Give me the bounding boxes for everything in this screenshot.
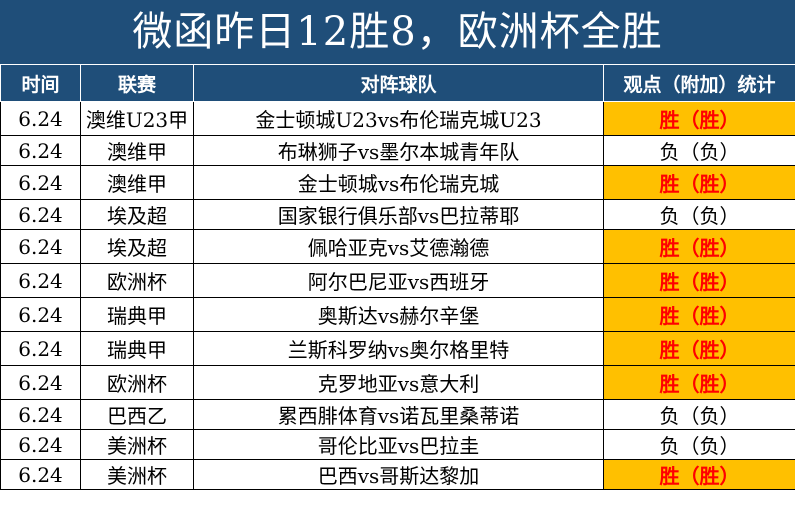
cell-time: 6.24 [0, 331, 81, 366]
cell-time: 6.24 [0, 229, 81, 264]
cell-match: 佩哈亚克vs艾德瀚德 [193, 229, 604, 264]
page-title: 微函昨日12胜8，欧洲杯全胜 [0, 0, 795, 64]
cell-time: 6.24 [0, 165, 81, 200]
cell-match: 金士顿城U23vs布伦瑞克城U23 [193, 101, 604, 136]
cell-result: 胜（胜） [603, 365, 795, 400]
cell-league: 美洲杯 [80, 429, 194, 460]
header-row: 时间 联赛 对阵球队 观点（附加）统计 [0, 64, 795, 102]
cell-league: 欧洲杯 [80, 263, 194, 298]
cell-result: 胜（胜） [603, 229, 795, 264]
cell-league: 欧洲杯 [80, 365, 194, 400]
cell-time: 6.24 [0, 459, 81, 490]
cell-time: 6.24 [0, 399, 81, 430]
cell-result: 胜（胜） [603, 459, 795, 490]
cell-result: 胜（胜） [603, 297, 795, 332]
table-row: 6.24 澳维甲 金士顿城vs布伦瑞克城 胜（胜） [0, 165, 795, 200]
header-time: 时间 [0, 64, 81, 102]
cell-time: 6.24 [0, 365, 81, 400]
cell-match: 哥伦比亚vs巴拉圭 [193, 429, 604, 460]
cell-match: 巴西vs哥斯达黎加 [193, 459, 604, 490]
table-row: 6.24 埃及超 佩哈亚克vs艾德瀚德 胜（胜） [0, 229, 795, 264]
header-result: 观点（附加）统计 [603, 64, 795, 102]
header-league: 联赛 [80, 64, 194, 102]
table-row: 6.24 美洲杯 哥伦比亚vs巴拉圭 负（负） [0, 429, 795, 460]
cell-result: 负（负） [603, 199, 795, 230]
table-row: 6.24 澳维U23甲 金士顿城U23vs布伦瑞克城U23 胜（胜） [0, 101, 795, 136]
table-row: 6.24 欧洲杯 克罗地亚vs意大利 胜（胜） [0, 365, 795, 400]
cell-league: 埃及超 [80, 229, 194, 264]
cell-match: 克罗地亚vs意大利 [193, 365, 604, 400]
cell-result: 负（负） [603, 399, 795, 430]
table-row: 6.24 瑞典甲 兰斯科罗纳vs奥尔格里特 胜（胜） [0, 331, 795, 366]
cell-match: 布琳狮子vs墨尔本城青年队 [193, 135, 604, 166]
cell-match: 累西腓体育vs诺瓦里桑蒂诺 [193, 399, 604, 430]
cell-time: 6.24 [0, 297, 81, 332]
cell-league: 瑞典甲 [80, 331, 194, 366]
table-row: 6.24 欧洲杯 阿尔巴尼亚vs西班牙 胜（胜） [0, 263, 795, 298]
cell-time: 6.24 [0, 101, 81, 136]
cell-match: 兰斯科罗纳vs奥尔格里特 [193, 331, 604, 366]
cell-league: 澳维甲 [80, 165, 194, 200]
cell-result: 负（负） [603, 135, 795, 166]
table-row: 6.24 瑞典甲 奥斯达vs赫尔辛堡 胜（胜） [0, 297, 795, 332]
cell-result: 胜（胜） [603, 263, 795, 298]
cell-result: 胜（胜） [603, 331, 795, 366]
cell-result: 胜（胜） [603, 165, 795, 200]
table-row: 6.24 埃及超 国家银行俱乐部vs巴拉蒂耶 负（负） [0, 199, 795, 230]
cell-league: 澳维甲 [80, 135, 194, 166]
cell-league: 埃及超 [80, 199, 194, 230]
cell-time: 6.24 [0, 135, 81, 166]
cell-time: 6.24 [0, 429, 81, 460]
cell-time: 6.24 [0, 199, 81, 230]
cell-match: 国家银行俱乐部vs巴拉蒂耶 [193, 199, 604, 230]
table-row: 6.24 巴西乙 累西腓体育vs诺瓦里桑蒂诺 负（负） [0, 399, 795, 430]
cell-match: 奥斯达vs赫尔辛堡 [193, 297, 604, 332]
cell-league: 澳维U23甲 [80, 101, 194, 136]
header-match: 对阵球队 [193, 64, 604, 102]
cell-result: 胜（胜） [603, 101, 795, 136]
cell-time: 6.24 [0, 263, 81, 298]
cell-match: 阿尔巴尼亚vs西班牙 [193, 263, 604, 298]
cell-league: 美洲杯 [80, 459, 194, 490]
cell-result: 负（负） [603, 429, 795, 460]
table-row: 6.24 美洲杯 巴西vs哥斯达黎加 胜（胜） [0, 459, 795, 490]
cell-match: 金士顿城vs布伦瑞克城 [193, 165, 604, 200]
cell-league: 巴西乙 [80, 399, 194, 430]
results-table: 时间 联赛 对阵球队 观点（附加）统计 6.24 澳维U23甲 金士顿城U23v… [0, 64, 795, 490]
cell-league: 瑞典甲 [80, 297, 194, 332]
table-row: 6.24 澳维甲 布琳狮子vs墨尔本城青年队 负（负） [0, 135, 795, 166]
